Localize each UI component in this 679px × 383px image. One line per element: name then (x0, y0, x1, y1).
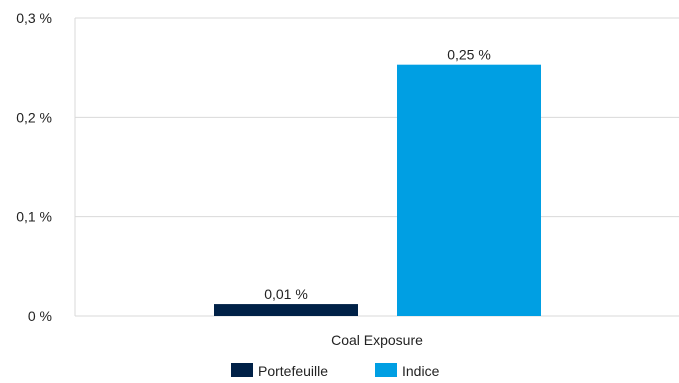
legend: Portefeuille Indice (231, 363, 440, 379)
data-label-indice: 0,25 % (447, 47, 491, 63)
y-tick-label: 0,3 % (16, 10, 52, 26)
x-category-label: Coal Exposure (331, 332, 423, 348)
y-axis-tick-labels: 0 % 0,1 % 0,2 % 0,3 % (16, 10, 52, 324)
y-tick-label: 0,1 % (16, 209, 52, 225)
x-axis: Coal Exposure (331, 332, 423, 348)
bar-portefeuille (214, 304, 358, 316)
legend-label-indice: Indice (402, 363, 440, 378)
legend-swatch-portefeuille (231, 363, 253, 377)
bars: 0,01 % 0,25 % (214, 47, 541, 316)
gridlines (74, 17, 679, 317)
legend-swatch-indice (375, 363, 397, 377)
y-tick-label: 0,2 % (16, 109, 52, 125)
legend-label-portefeuille: Portefeuille (258, 363, 328, 378)
bar-indice (397, 64, 541, 316)
data-label-portefeuille: 0,01 % (264, 286, 308, 302)
y-tick-label: 0 % (28, 308, 52, 324)
